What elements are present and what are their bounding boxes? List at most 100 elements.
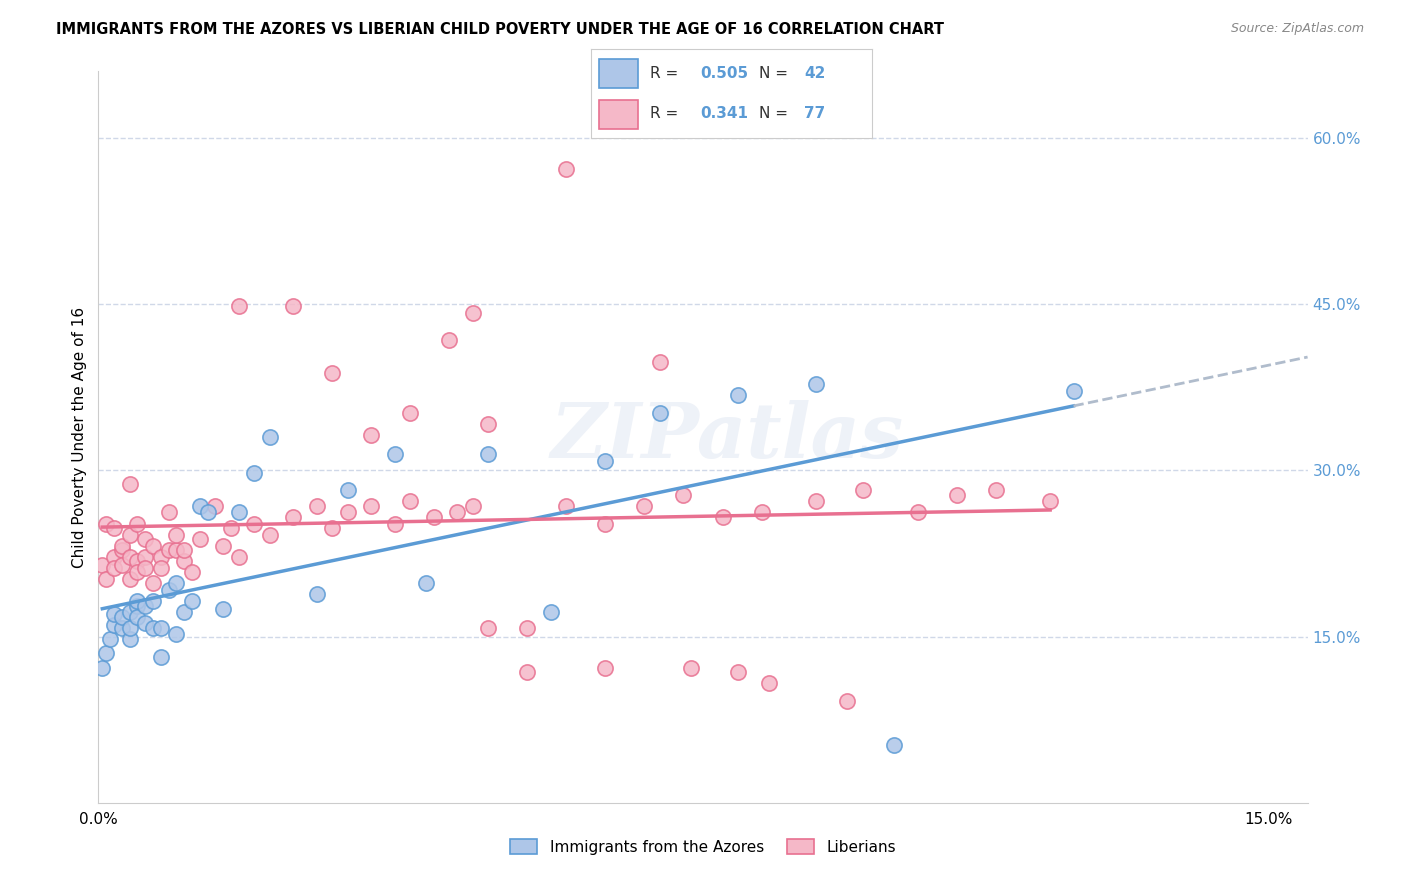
Point: [243, 466, 266, 480]
Point: [595, 454, 617, 468]
Point: [118, 632, 141, 646]
Point: [188, 532, 211, 546]
Point: [711, 509, 734, 524]
Point: [804, 376, 827, 391]
Point: [477, 447, 499, 461]
Point: [173, 543, 195, 558]
Point: [228, 505, 250, 519]
Point: [142, 539, 165, 553]
Point: [103, 561, 125, 575]
Point: [134, 549, 156, 564]
Point: [672, 488, 695, 502]
Point: [259, 527, 281, 541]
Point: [149, 561, 172, 575]
Point: [96, 646, 118, 660]
Point: [945, 488, 967, 502]
Point: [648, 406, 671, 420]
Point: [360, 428, 382, 442]
Point: [118, 621, 141, 635]
Point: [149, 621, 172, 635]
Text: 42: 42: [804, 66, 825, 81]
Point: [212, 602, 235, 616]
Point: [219, 521, 242, 535]
Point: [96, 572, 118, 586]
Text: 0.505: 0.505: [700, 66, 748, 81]
Text: ZIPatlas: ZIPatlas: [551, 401, 904, 474]
Point: [134, 599, 156, 613]
Point: [477, 621, 499, 635]
Point: [305, 587, 328, 601]
Point: [516, 621, 538, 635]
Point: [399, 406, 422, 420]
Point: [384, 516, 406, 531]
Point: [127, 516, 149, 531]
Text: IMMIGRANTS FROM THE AZORES VS LIBERIAN CHILD POVERTY UNDER THE AGE OF 16 CORRELA: IMMIGRANTS FROM THE AZORES VS LIBERIAN C…: [56, 22, 945, 37]
Point: [118, 572, 141, 586]
Point: [173, 554, 195, 568]
Legend: Immigrants from the Azores, Liberians: Immigrants from the Azores, Liberians: [503, 833, 903, 861]
Point: [118, 605, 141, 619]
Point: [118, 549, 141, 564]
Text: R =: R =: [650, 66, 683, 81]
Point: [134, 532, 156, 546]
Point: [907, 505, 929, 519]
Point: [516, 665, 538, 679]
Point: [91, 660, 114, 674]
Point: [360, 499, 382, 513]
Point: [384, 447, 406, 461]
Point: [337, 505, 360, 519]
Point: [461, 306, 484, 320]
Point: [127, 554, 149, 568]
Point: [243, 516, 266, 531]
Point: [461, 499, 484, 513]
Point: [127, 594, 149, 608]
Point: [111, 539, 134, 553]
Point: [399, 494, 422, 508]
Point: [149, 549, 172, 564]
Point: [283, 299, 305, 313]
Text: N =: N =: [759, 66, 793, 81]
Point: [98, 632, 121, 646]
Point: [127, 566, 149, 580]
Point: [134, 561, 156, 575]
Point: [727, 388, 749, 402]
Point: [149, 649, 172, 664]
Point: [555, 161, 578, 176]
Point: [181, 594, 204, 608]
Point: [648, 355, 671, 369]
Point: [758, 676, 780, 690]
Point: [96, 516, 118, 531]
Point: [103, 607, 125, 622]
Point: [321, 521, 343, 535]
Point: [142, 576, 165, 591]
Point: [283, 509, 305, 524]
Point: [1039, 494, 1062, 508]
Point: [681, 660, 703, 674]
Point: [165, 627, 187, 641]
Point: [111, 609, 134, 624]
Point: [157, 543, 180, 558]
Point: [477, 417, 499, 431]
Point: [127, 599, 149, 613]
Point: [142, 594, 165, 608]
Point: [751, 505, 773, 519]
Point: [157, 505, 180, 519]
Point: [142, 621, 165, 635]
Point: [439, 333, 461, 347]
Point: [204, 499, 226, 513]
Point: [111, 558, 134, 572]
Point: [165, 576, 187, 591]
Point: [165, 527, 187, 541]
Text: 0.341: 0.341: [700, 106, 748, 121]
Point: [595, 516, 617, 531]
FancyBboxPatch shape: [599, 59, 638, 88]
Point: [415, 576, 437, 591]
Text: N =: N =: [759, 106, 793, 121]
Text: Source: ZipAtlas.com: Source: ZipAtlas.com: [1230, 22, 1364, 36]
Point: [173, 605, 195, 619]
FancyBboxPatch shape: [599, 100, 638, 129]
Point: [91, 558, 114, 572]
Point: [111, 621, 134, 635]
Point: [446, 505, 468, 519]
Point: [118, 527, 141, 541]
